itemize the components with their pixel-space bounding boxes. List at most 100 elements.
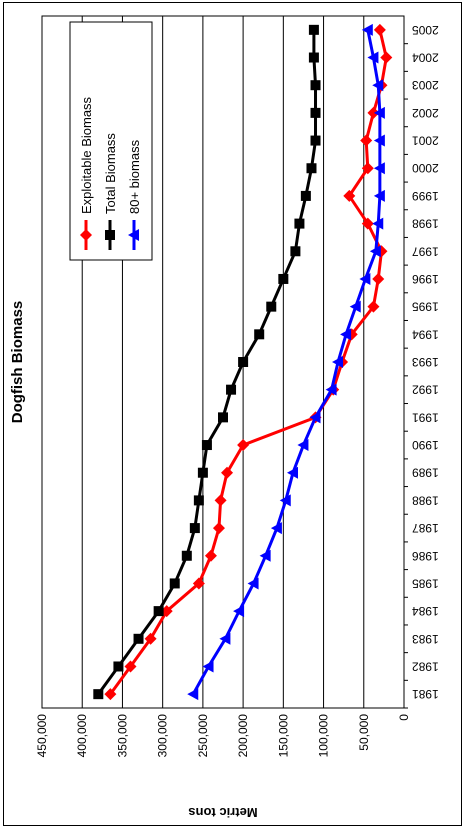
x-tick-label: 2004 bbox=[412, 51, 439, 65]
x-tick-label: 1998 bbox=[412, 217, 439, 231]
x-tick-label: 2005 bbox=[412, 23, 439, 37]
data-point bbox=[373, 134, 385, 147]
x-tick-label: 1985 bbox=[412, 576, 439, 590]
data-point bbox=[181, 550, 192, 561]
y-tick-label: 450,000 bbox=[35, 714, 49, 758]
data-point bbox=[380, 51, 393, 64]
y-tick-label: 200,000 bbox=[236, 714, 250, 758]
data-point bbox=[219, 632, 231, 645]
data-point bbox=[361, 23, 373, 36]
data-point bbox=[294, 218, 305, 229]
data-point bbox=[300, 190, 311, 201]
data-point bbox=[128, 229, 139, 241]
y-tick-label: 0 bbox=[397, 714, 411, 721]
data-point bbox=[204, 549, 217, 562]
data-point bbox=[373, 162, 385, 175]
data-point bbox=[202, 660, 214, 673]
legend-label: 80+ biomass bbox=[127, 139, 142, 214]
x-tick-labels: 1981 1982 1983 1984 1985 1986 1987 1988 1989 1990… bbox=[404, 23, 439, 709]
legend-item: Exploitable Biomass bbox=[79, 96, 94, 250]
data-point bbox=[306, 163, 317, 174]
x-tick-label: 1992 bbox=[412, 383, 439, 397]
data-point bbox=[286, 466, 298, 479]
data-point bbox=[218, 412, 228, 423]
legend-item: 80+ biomass bbox=[127, 139, 142, 250]
y-tick-label: 50,000 bbox=[357, 714, 371, 751]
data-point bbox=[266, 301, 277, 312]
data-point bbox=[254, 329, 265, 340]
x-tick-label: 1988 bbox=[412, 493, 439, 507]
data-point bbox=[332, 356, 344, 368]
x-tick-label: 1990 bbox=[412, 438, 439, 452]
x-tick-label: 1989 bbox=[412, 466, 439, 480]
data-point bbox=[369, 245, 381, 258]
data-point bbox=[360, 134, 373, 147]
x-tick-label: 1999 bbox=[412, 189, 439, 203]
data-point bbox=[372, 272, 385, 285]
plot-area-border bbox=[41, 15, 405, 709]
data-point bbox=[169, 578, 180, 589]
x-tick-label: 1982 bbox=[412, 659, 439, 673]
y-tick-labels: 450,000 400,000 350,000 300,000 250,000 200,0… bbox=[35, 714, 411, 758]
data-point bbox=[226, 384, 237, 395]
x-tick-label: 1994 bbox=[412, 327, 439, 341]
data-point bbox=[367, 106, 380, 119]
data-point bbox=[359, 272, 371, 285]
data-point bbox=[270, 522, 282, 535]
y-tick-label: 150,000 bbox=[276, 714, 290, 758]
data-point bbox=[133, 633, 144, 644]
x-tick-label: 1991 bbox=[412, 410, 439, 424]
data-point bbox=[259, 549, 271, 562]
data-point bbox=[290, 246, 301, 257]
x-tick-label: 1997 bbox=[412, 244, 439, 258]
x-tick-label: 1987 bbox=[412, 521, 439, 535]
y-tick-label: 350,000 bbox=[115, 714, 129, 758]
data-point bbox=[212, 522, 225, 535]
legend: Exploitable Biomass Total Biomass 80+ biom… bbox=[69, 21, 153, 261]
data-point bbox=[373, 106, 385, 119]
x-tick-label: 1984 bbox=[412, 604, 439, 618]
data-point bbox=[237, 439, 250, 452]
x-tick-label: 2002 bbox=[412, 106, 439, 120]
x-tick-label: 1981 bbox=[412, 687, 439, 701]
series-line bbox=[191, 29, 382, 695]
data-point bbox=[192, 577, 205, 590]
data-point bbox=[343, 189, 356, 202]
data-point bbox=[373, 189, 385, 202]
data-point bbox=[80, 229, 92, 241]
legend-label: Exploitable Biomass bbox=[79, 96, 94, 214]
data-point bbox=[279, 494, 291, 507]
data-point bbox=[361, 217, 374, 230]
data-point bbox=[153, 606, 164, 617]
data-point bbox=[309, 411, 321, 424]
data-point bbox=[278, 273, 289, 284]
x-tick-label: 2001 bbox=[412, 134, 439, 148]
y-tick-label: 250,000 bbox=[196, 714, 210, 758]
legend-label: Total Biomass bbox=[103, 133, 118, 214]
data-point bbox=[349, 300, 361, 313]
data-point bbox=[221, 466, 234, 479]
data-point bbox=[367, 300, 380, 313]
series-total-biomass bbox=[93, 24, 321, 700]
x-tick-label: 1996 bbox=[412, 272, 439, 286]
x-tick-label: 1983 bbox=[412, 632, 439, 646]
data-point bbox=[361, 162, 374, 175]
data-point bbox=[372, 217, 384, 230]
data-point bbox=[310, 107, 321, 118]
y-axis-label: Metric tons bbox=[188, 805, 257, 820]
data-point bbox=[93, 689, 104, 700]
data-point bbox=[308, 24, 319, 35]
data-point bbox=[310, 135, 321, 146]
data-point bbox=[160, 605, 173, 618]
data-point bbox=[113, 661, 124, 672]
data-point bbox=[187, 688, 199, 701]
data-point bbox=[197, 467, 208, 478]
y-tick-label: 100,000 bbox=[317, 714, 331, 758]
legend-box bbox=[69, 21, 153, 261]
data-point bbox=[373, 23, 386, 36]
data-point bbox=[233, 605, 245, 618]
data-point bbox=[367, 51, 379, 64]
chart-frame bbox=[3, 2, 462, 826]
y-tick-label: 300,000 bbox=[156, 714, 170, 758]
